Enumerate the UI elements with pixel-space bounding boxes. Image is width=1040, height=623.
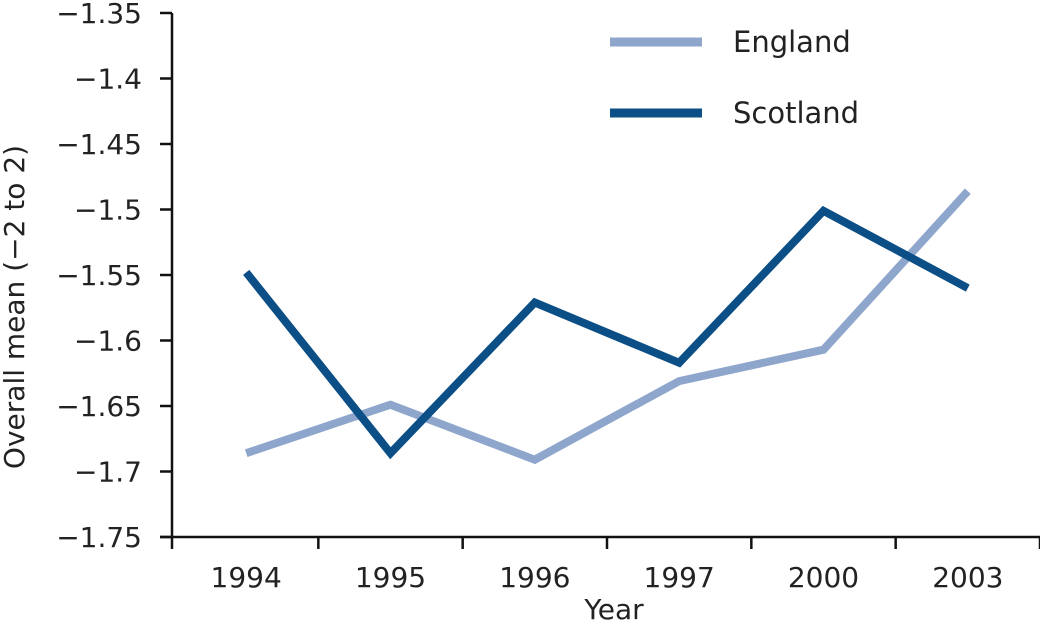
- series-line-scotland: [243, 205, 970, 460]
- x-tick-label: 1997: [644, 561, 715, 594]
- y-tick-label: −1.5: [74, 194, 142, 227]
- y-tick-label: −1.65: [56, 390, 142, 423]
- x-tick-label: 1996: [499, 561, 570, 594]
- series-layer: [243, 188, 971, 465]
- x-tick-label: 2000: [788, 561, 859, 594]
- x-axis-title: Year: [583, 593, 644, 623]
- legend-label-scotland: Scotland: [733, 96, 859, 130]
- legend-label-england: England: [733, 25, 851, 59]
- x-tick-label: 1995: [355, 561, 426, 594]
- x-tick-label: 1994: [211, 561, 282, 594]
- y-tick-label: −1.45: [56, 128, 142, 161]
- x-axis-ticks: 1994 1995 1996 1997 2000 2003: [170, 537, 1040, 594]
- y-tick-label: −1.75: [56, 521, 142, 554]
- y-tick-label: −1.35: [56, 0, 142, 30]
- y-tick-label: −1.55: [56, 259, 142, 292]
- y-tick-label: −1.7: [74, 456, 142, 489]
- y-axis-ticks: −1.35 −1.4 −1.45 −1.5 −1.55 −1.6 −1.65 −1.7 −1.7…: [56, 0, 172, 554]
- legend: England Scotland: [610, 25, 859, 130]
- series-line-england: [244, 188, 971, 465]
- y-tick-label: −1.4: [74, 63, 142, 96]
- y-tick-label: −1.6: [74, 325, 142, 358]
- y-axis-title: Overall mean (−2 to 2): [0, 145, 31, 469]
- x-tick-label: 2003: [932, 561, 1003, 594]
